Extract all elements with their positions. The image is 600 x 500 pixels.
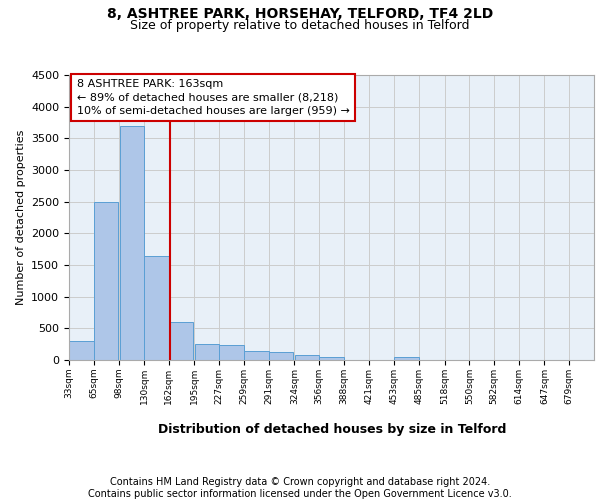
Bar <box>244 350 269 360</box>
Bar <box>69 341 94 360</box>
Text: Distribution of detached houses by size in Telford: Distribution of detached houses by size … <box>158 422 506 436</box>
Bar <box>295 355 319 360</box>
Text: Contains HM Land Registry data © Crown copyright and database right 2024.
Contai: Contains HM Land Registry data © Crown c… <box>88 478 512 499</box>
Text: Size of property relative to detached houses in Telford: Size of property relative to detached ho… <box>130 18 470 32</box>
Bar <box>119 126 144 360</box>
Bar <box>394 357 419 360</box>
Bar <box>269 352 293 360</box>
Bar <box>319 357 344 360</box>
Bar <box>145 256 169 360</box>
Bar <box>169 322 193 360</box>
Text: 8, ASHTREE PARK, HORSEHAY, TELFORD, TF4 2LD: 8, ASHTREE PARK, HORSEHAY, TELFORD, TF4 … <box>107 8 493 22</box>
Y-axis label: Number of detached properties: Number of detached properties <box>16 130 26 305</box>
Bar <box>194 344 219 360</box>
Bar <box>220 346 244 360</box>
Bar <box>94 202 118 360</box>
Text: 8 ASHTREE PARK: 163sqm
← 89% of detached houses are smaller (8,218)
10% of semi-: 8 ASHTREE PARK: 163sqm ← 89% of detached… <box>77 80 350 116</box>
